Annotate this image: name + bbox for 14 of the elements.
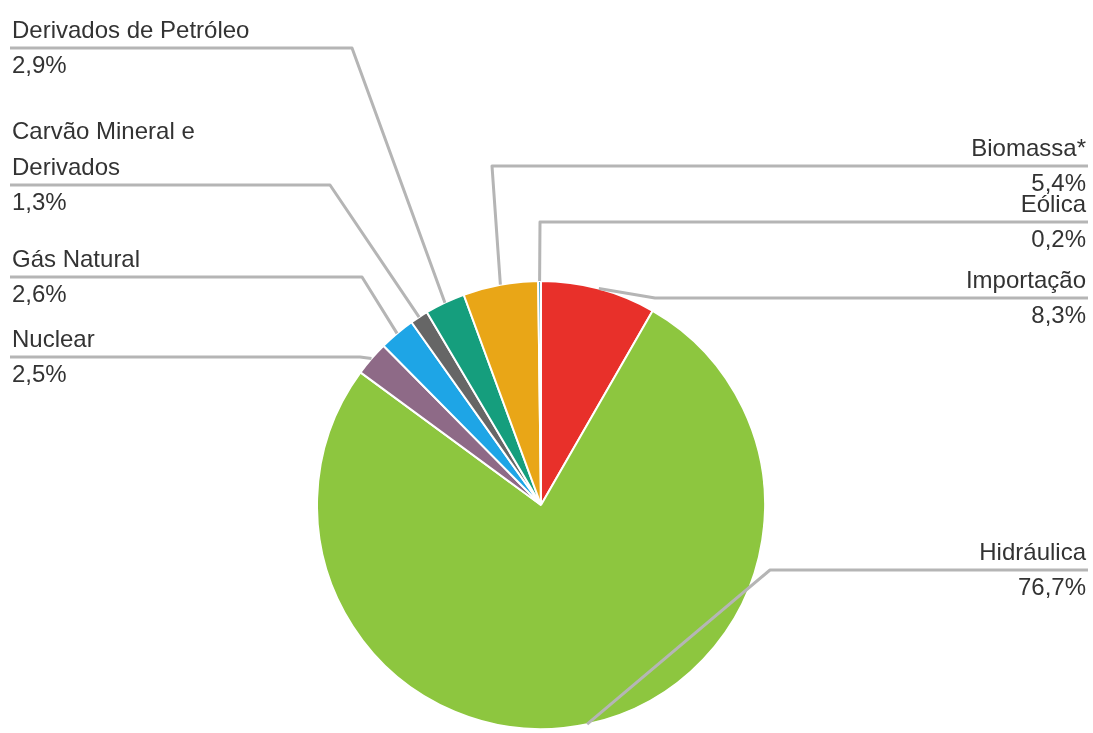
slice-label: Biomassa* (971, 133, 1086, 161)
slice-label: Carvão Mineral e Derivados (12, 116, 195, 180)
slice-label: Derivados de Petróleo (12, 15, 250, 43)
data-label: 2,9% (12, 50, 67, 78)
data-label: 1,3% (12, 187, 67, 215)
data-label: 0,2% (1031, 224, 1086, 252)
data-label: 2,5% (12, 359, 67, 387)
slice-label: Hidráulica (979, 537, 1087, 565)
data-label: 2,6% (12, 279, 67, 307)
slice-label: Gás Natural (12, 244, 141, 272)
data-label: 76,7% (1017, 572, 1086, 600)
slice-label: Nuclear (12, 324, 95, 352)
slice-label: Importação (965, 265, 1086, 293)
data-label: 8,3% (1031, 300, 1086, 328)
